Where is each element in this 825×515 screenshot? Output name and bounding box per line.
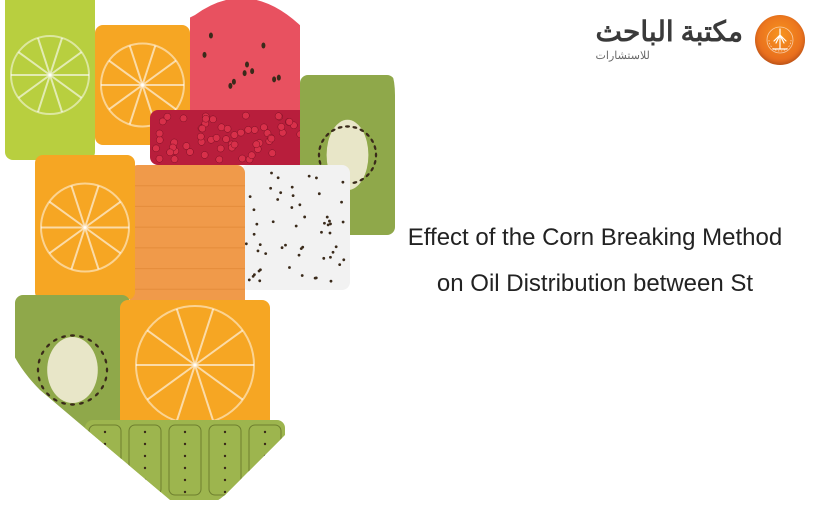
fruit-heart-illustration [0, 0, 400, 510]
page-title: Effect of the Corn Breaking Method on Oi… [400, 215, 790, 306]
logo-arabic-text: مكتبة الباحث [596, 19, 743, 47]
logo-subtitle: للاستشارات [596, 49, 650, 62]
logo-badge-icon [755, 15, 805, 65]
brand-logo: مكتبة الباحث للاستشارات [596, 15, 805, 65]
